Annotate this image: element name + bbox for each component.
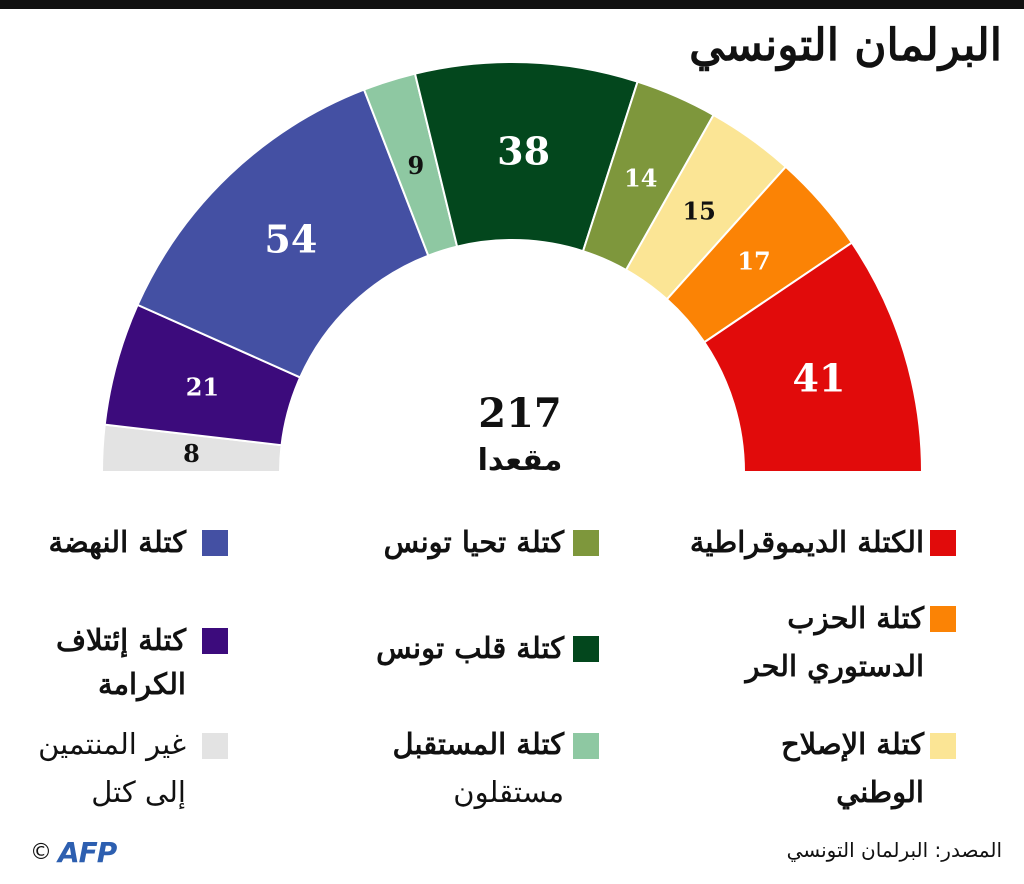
legend-item-mustaqbal: كتلة المستقبل مستقلون xyxy=(393,722,564,814)
legend-swatch-nahdha xyxy=(202,530,228,556)
afp-brand: AFP xyxy=(58,836,117,869)
legend-item-democratic: الكتلة الديموقراطية xyxy=(690,520,924,564)
legend-item-reform: كتلة الإصلاح الوطني xyxy=(781,722,924,814)
legend-label-nonaffiliated-line1: غير المنتمين xyxy=(38,727,186,761)
top-bar xyxy=(0,0,1024,9)
seat-value-label-0: 8 xyxy=(183,439,200,468)
legend-label-reform-line1: كتلة الإصلاح xyxy=(780,727,924,761)
legend-label-reform-line2: الوطني xyxy=(836,775,924,809)
legend-item-nahdha: كتلة النهضة xyxy=(48,520,186,564)
legend-item-qalb: كتلة قلب تونس xyxy=(376,626,564,670)
seat-value-label-7: 17 xyxy=(737,247,770,276)
source-note: المصدر: البرلمان التونسي xyxy=(786,838,1002,862)
legend-swatch-reform xyxy=(930,733,956,759)
seat-value-label-2: 54 xyxy=(264,217,317,262)
legend-item-tahya: كتلة تحيا تونس xyxy=(384,520,564,564)
seat-value-label-4: 38 xyxy=(497,129,550,174)
legend-swatch-democratic xyxy=(930,530,956,556)
legend-swatch-nonaffiliated xyxy=(202,733,228,759)
legend-label-mustaqbal-line1: كتلة المستقبل xyxy=(392,727,564,761)
legend-label-pdl-line1: كتلة الحزب xyxy=(787,601,924,635)
legend-swatch-karama xyxy=(202,628,228,654)
legend-label-qalb: كتلة قلب تونس xyxy=(376,631,564,665)
total-seats-value: 217 xyxy=(478,390,562,437)
legend-item-karama: كتلة إئتلاف الكرامة xyxy=(56,618,186,706)
seat-value-label-1: 21 xyxy=(186,372,219,401)
legend-label-democratic: الكتلة الديموقراطية xyxy=(689,525,924,559)
seat-value-label-5: 14 xyxy=(624,163,657,192)
legend-swatch-pdl xyxy=(930,606,956,632)
seat-value-label-3: 9 xyxy=(408,151,425,180)
legend-swatch-mustaqbal xyxy=(573,733,599,759)
chart-title: البرلمان التونسي xyxy=(689,20,1002,71)
legend-swatch-tahya xyxy=(573,530,599,556)
legend-label-mustaqbal-line2: مستقلون xyxy=(453,775,564,809)
legend-item-pdl: كتلة الحزب الدستوري الحر xyxy=(745,596,924,688)
legend-label-nonaffiliated-line2: إلى كتل xyxy=(91,775,186,809)
seat-value-label-8: 41 xyxy=(793,355,846,400)
legend-swatch-qalb xyxy=(573,636,599,662)
legend-label-tahya: كتلة تحيا تونس xyxy=(383,525,564,559)
copyright-symbol: © xyxy=(30,840,52,865)
legend-label-pdl-line2: الدستوري الحر xyxy=(745,649,924,683)
seat-segment-8 xyxy=(702,241,924,473)
legend-label-nahdha: كتلة النهضة xyxy=(48,525,186,559)
total-seats-label: مقعدا xyxy=(478,443,563,478)
legend-label-karama-line2: الكرامة xyxy=(97,667,186,701)
legend-item-nonaffiliated: غير المنتمين إلى كتل xyxy=(38,722,186,814)
legend-label-karama-line1: كتلة إئتلاف xyxy=(55,623,186,657)
afp-logo: © AFP xyxy=(30,836,117,869)
seat-value-label-6: 15 xyxy=(682,197,715,226)
